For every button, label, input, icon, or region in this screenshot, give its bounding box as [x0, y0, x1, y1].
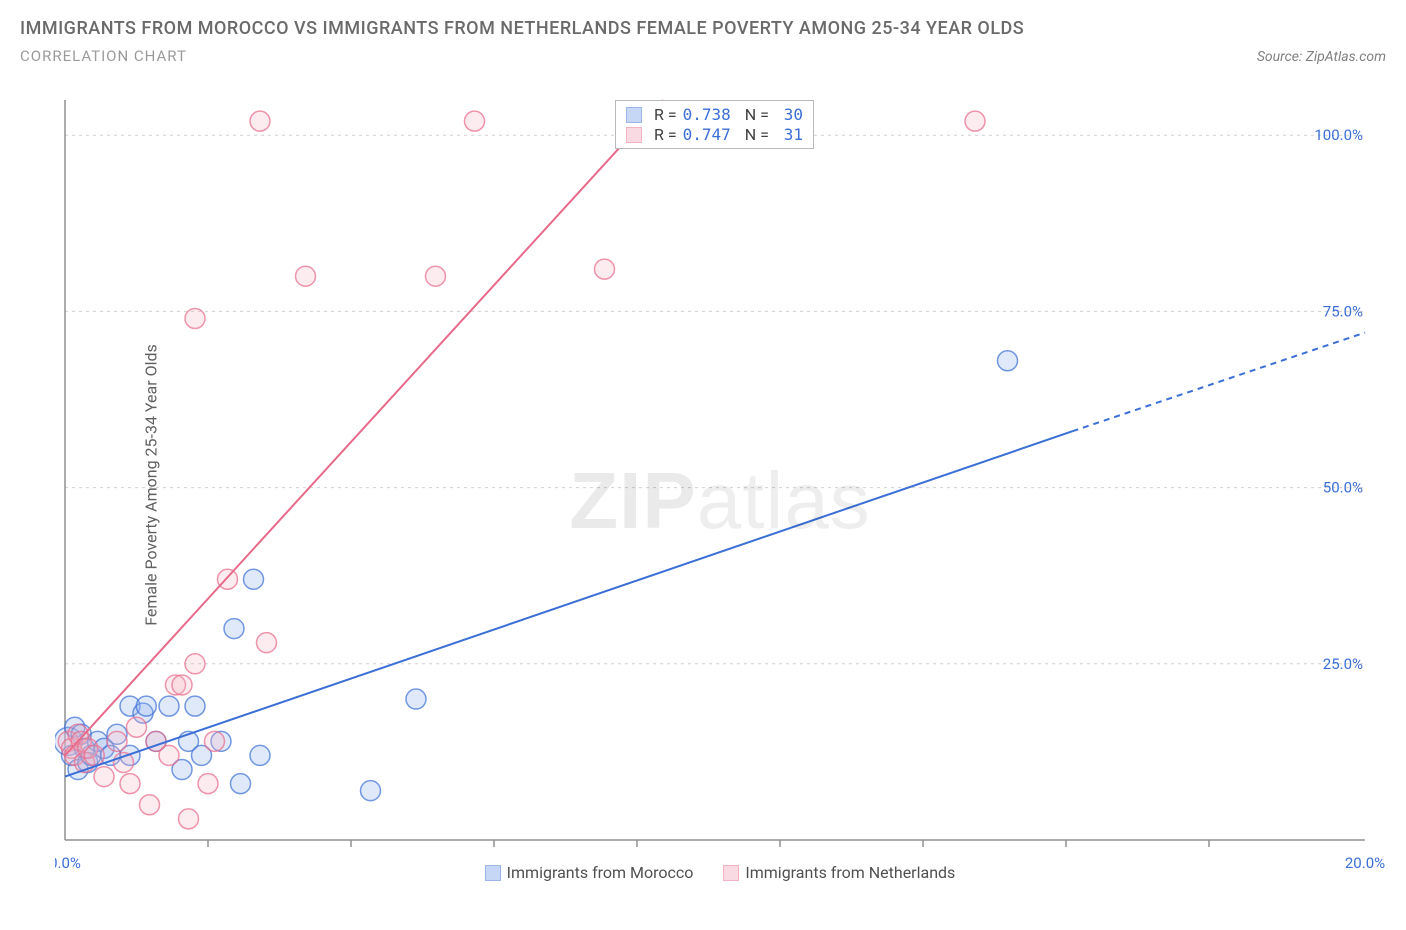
- x-legend: Immigrants from Morocco Immigrants from N…: [55, 863, 1385, 882]
- stats-legend-box: R = 0.738N = 30R = 0.747N = 31: [615, 100, 814, 149]
- page-title: IMMIGRANTS FROM MOROCCO VS IMMIGRANTS FR…: [20, 18, 1386, 39]
- svg-text:75.0%: 75.0%: [1323, 302, 1363, 320]
- swatch-icon: [626, 107, 642, 123]
- svg-text:25.0%: 25.0%: [1323, 655, 1363, 673]
- svg-text:50.0%: 50.0%: [1323, 479, 1363, 497]
- page-subtitle: CORRELATION CHART: [20, 47, 187, 65]
- stats-row-netherlands: R = 0.747N = 31: [626, 125, 803, 144]
- swatch-icon: [723, 865, 739, 881]
- svg-text:100.0%: 100.0%: [1314, 126, 1363, 144]
- correlation-chart: Female Poverty Among 25-34 Year Olds 0.0…: [55, 90, 1385, 880]
- legend-label: Immigrants from Morocco: [507, 863, 694, 882]
- swatch-icon: [485, 865, 501, 881]
- chart-svg: 0.0%20.0%25.0%50.0%75.0%100.0%: [55, 90, 1385, 880]
- stats-row-morocco: R = 0.738N = 30: [626, 105, 803, 124]
- source-credit: Source: ZipAtlas.com: [1257, 49, 1386, 65]
- swatch-icon: [626, 127, 642, 143]
- legend-item-morocco: Immigrants from Morocco: [485, 863, 694, 882]
- legend-label: Immigrants from Netherlands: [745, 863, 955, 882]
- legend-item-netherlands: Immigrants from Netherlands: [723, 863, 955, 882]
